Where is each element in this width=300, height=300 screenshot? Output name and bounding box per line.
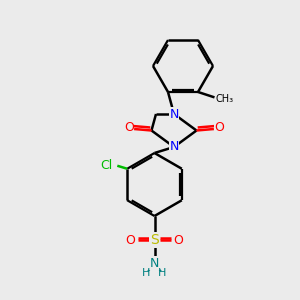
Text: CH₃: CH₃ [216, 94, 234, 104]
Text: O: O [214, 121, 224, 134]
Text: O: O [126, 233, 135, 247]
Text: N: N [169, 140, 179, 154]
Text: S: S [150, 233, 159, 247]
Text: H: H [158, 268, 166, 278]
Text: N: N [150, 256, 159, 270]
Text: Cl: Cl [100, 159, 112, 172]
Text: N: N [169, 107, 179, 121]
Text: O: O [124, 121, 134, 134]
Text: O: O [174, 233, 183, 247]
Text: H: H [142, 268, 150, 278]
